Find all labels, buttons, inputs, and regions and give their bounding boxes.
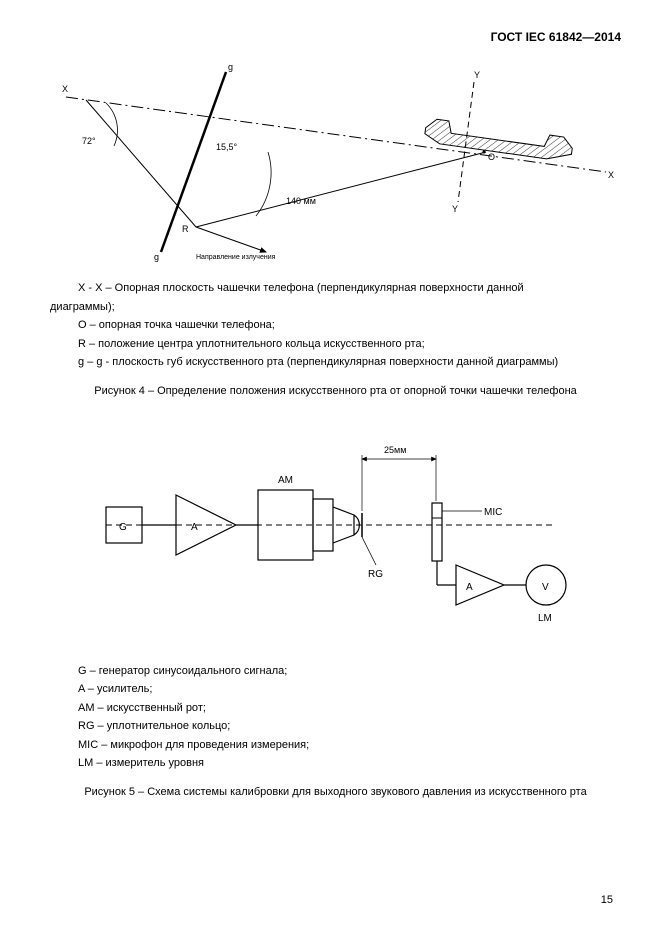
label-x-right: X [608,170,614,180]
label-a2: A [466,582,473,593]
legend5-rg: RG – уплотнительное кольцо; [50,718,621,735]
label-r: R [182,224,189,234]
label-y-top: Y [474,70,480,80]
label-angle-72: 72° [82,136,96,146]
label-mic: MIC [484,507,502,518]
label-radiation: Направление излучения [196,254,276,261]
label-g-bottom: g [154,252,159,262]
legend5-am: AM – искусственный рот; [50,700,621,717]
page-number: 15 [601,894,613,906]
legend5-g: G – генератор синусоидального сигнала; [50,663,621,680]
figure-5-legend: G – генератор синусоидального сигнала; A… [50,663,621,772]
label-25mm: 25мм [384,445,406,455]
legend5-mic: MIC – микрофон для проведения измерения; [50,737,621,754]
legend4-gg: g – g - плоскость губ искусственного рта… [50,354,621,371]
figure-5-caption: Рисунок 5 – Схема системы калибровки для… [50,786,621,798]
page: ГОСТ IEC 61842—2014 X X g g R 72° 15,5° [0,0,661,936]
figure-4-legend: X - X – Опорная плоскость чашечки телефо… [50,280,621,371]
header-code: ГОСТ IEC 61842—2014 [50,30,621,44]
label-angle-15: 15,5° [216,142,238,152]
legend4-xx-b: диаграммы); [50,299,621,316]
label-rg: RG [368,569,383,580]
legend4-xx-a: X - X – Опорная плоскость чашечки телефо… [50,280,621,297]
legend4-r: R – положение центра уплотнительного кол… [50,336,621,353]
label-a1: A [191,522,198,533]
legend5-a: A – усилитель; [50,681,621,698]
legend5-lm: LM – измеритель уровня [50,755,621,772]
figure-5-diagram: G A AM RG 25мм MIC A V [86,415,586,645]
label-x-left: X [62,84,68,94]
label-y-bottom: Y [452,204,458,214]
figure-4-diagram: X X g g R 72° 15,5° 140 мм Направление и… [56,52,616,262]
label-140mm: 140 мм [286,196,316,206]
label-am: AM [278,475,293,486]
label-lm: LM [538,613,552,624]
label-g-top: g [228,62,233,72]
figure-4-caption: Рисунок 4 – Определение положения искусс… [50,385,621,397]
legend4-o: О – опорная точка чашечки телефона; [50,317,621,334]
label-o: O [488,152,495,162]
label-g: G [119,522,127,533]
label-v: V [542,582,549,593]
